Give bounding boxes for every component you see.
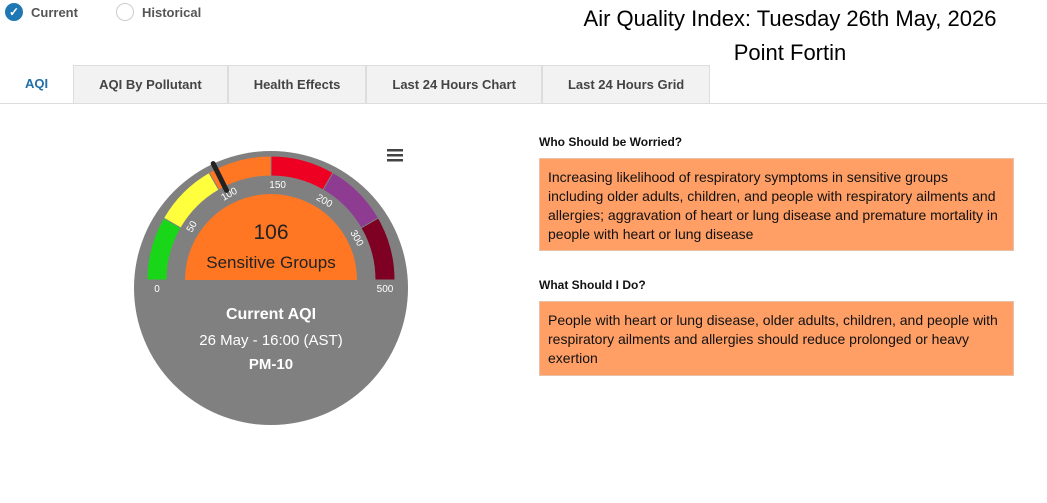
pollutant: PM-10 <box>249 356 293 373</box>
tick-label: 0 <box>154 284 160 295</box>
aqi-category: Sensitive Groups <box>206 253 335 272</box>
tab[interactable]: Health Effects <box>227 65 367 103</box>
radio-circle <box>116 3 134 21</box>
radio-label: Historical <box>142 4 202 20</box>
gauge-background <box>134 151 408 425</box>
tab[interactable]: Last 24 Hours Grid <box>541 65 711 103</box>
tick-label: 150 <box>269 180 286 191</box>
radio-current[interactable]: ✓ Current <box>5 3 78 21</box>
panel-heading: What Should I Do? <box>539 278 646 292</box>
tab[interactable]: AQI By Pollutant <box>73 65 228 103</box>
page-title: Air Quality Index: Tuesday 26th May, 202… <box>583 6 997 31</box>
caption: Current AQI <box>226 306 316 323</box>
time: 26 May - 16:00 (AST) <box>199 332 342 349</box>
menu-icon[interactable] <box>387 149 403 162</box>
radio-label: Current <box>31 4 78 20</box>
tab-bar: AQI AQI By Pollutant Health Effects Last 24… <box>0 65 1047 104</box>
tab[interactable]: Last 24 Hours Chart <box>366 65 542 103</box>
panel-text: Increasing likelihood of respiratory sym… <box>539 158 1014 251</box>
gauge-band <box>360 217 396 281</box>
tab[interactable]: AQI <box>0 65 74 103</box>
check-icon: ✓ <box>5 3 23 21</box>
aqi-value: 106 <box>253 221 288 244</box>
radio-historical[interactable]: Historical <box>116 3 201 21</box>
tick-label: 50 <box>185 219 200 235</box>
gauge-center <box>185 194 357 280</box>
tick-label: 500 <box>377 284 394 295</box>
panel-text: People with heart or lung disease, older… <box>539 301 1014 376</box>
needle <box>210 161 230 193</box>
panel-heading: Who Should be Worried? <box>539 135 683 149</box>
location: Point Fortin <box>733 40 847 65</box>
